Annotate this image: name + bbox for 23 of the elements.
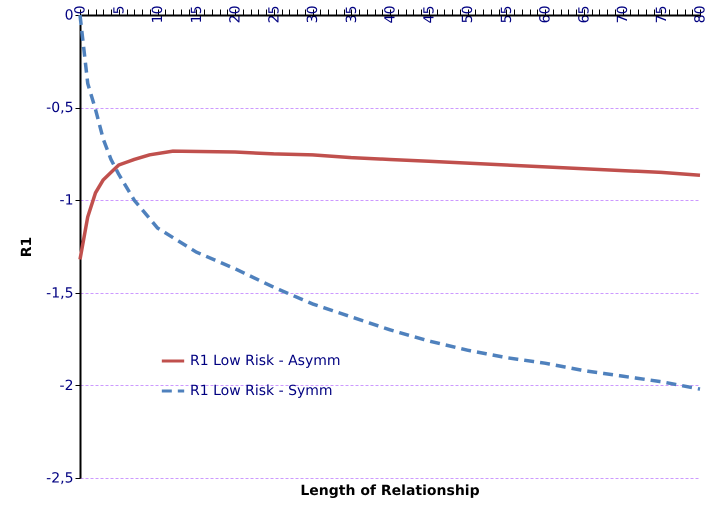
y-tick-label: -1,5	[46, 285, 74, 302]
x-tick-label: 40	[382, 6, 398, 24]
x-tick-label: 55	[498, 6, 515, 24]
y-tick-label: -2	[60, 378, 74, 394]
x-tick-label: 0	[72, 6, 88, 14]
x-tick-label: 10	[150, 6, 166, 24]
x-tick-label: 50	[460, 6, 476, 24]
legend-label: R1 Low Risk - Asymm	[190, 353, 341, 369]
y-axis-title: R1	[19, 236, 36, 258]
x-tick-label: 5	[111, 6, 128, 14]
x-tick-label: 25	[266, 6, 282, 24]
y-tick-label: -0,5	[46, 100, 74, 116]
x-tick-label: 80	[692, 6, 707, 24]
x-tick-label: 15	[188, 6, 205, 24]
x-axis-title: Length of Relationship	[300, 483, 480, 499]
y-tick-label: -2,5	[46, 470, 74, 486]
x-tick-label: 45	[421, 6, 438, 24]
y-tick-label: -1	[60, 192, 74, 209]
x-tick-label: 20	[228, 6, 244, 24]
line-series	[78, 149, 702, 262]
legend-label: R1 Low Risk - Symm	[190, 383, 333, 399]
x-tick-label: 70	[615, 6, 631, 24]
x-tick-label: 75	[654, 6, 670, 24]
